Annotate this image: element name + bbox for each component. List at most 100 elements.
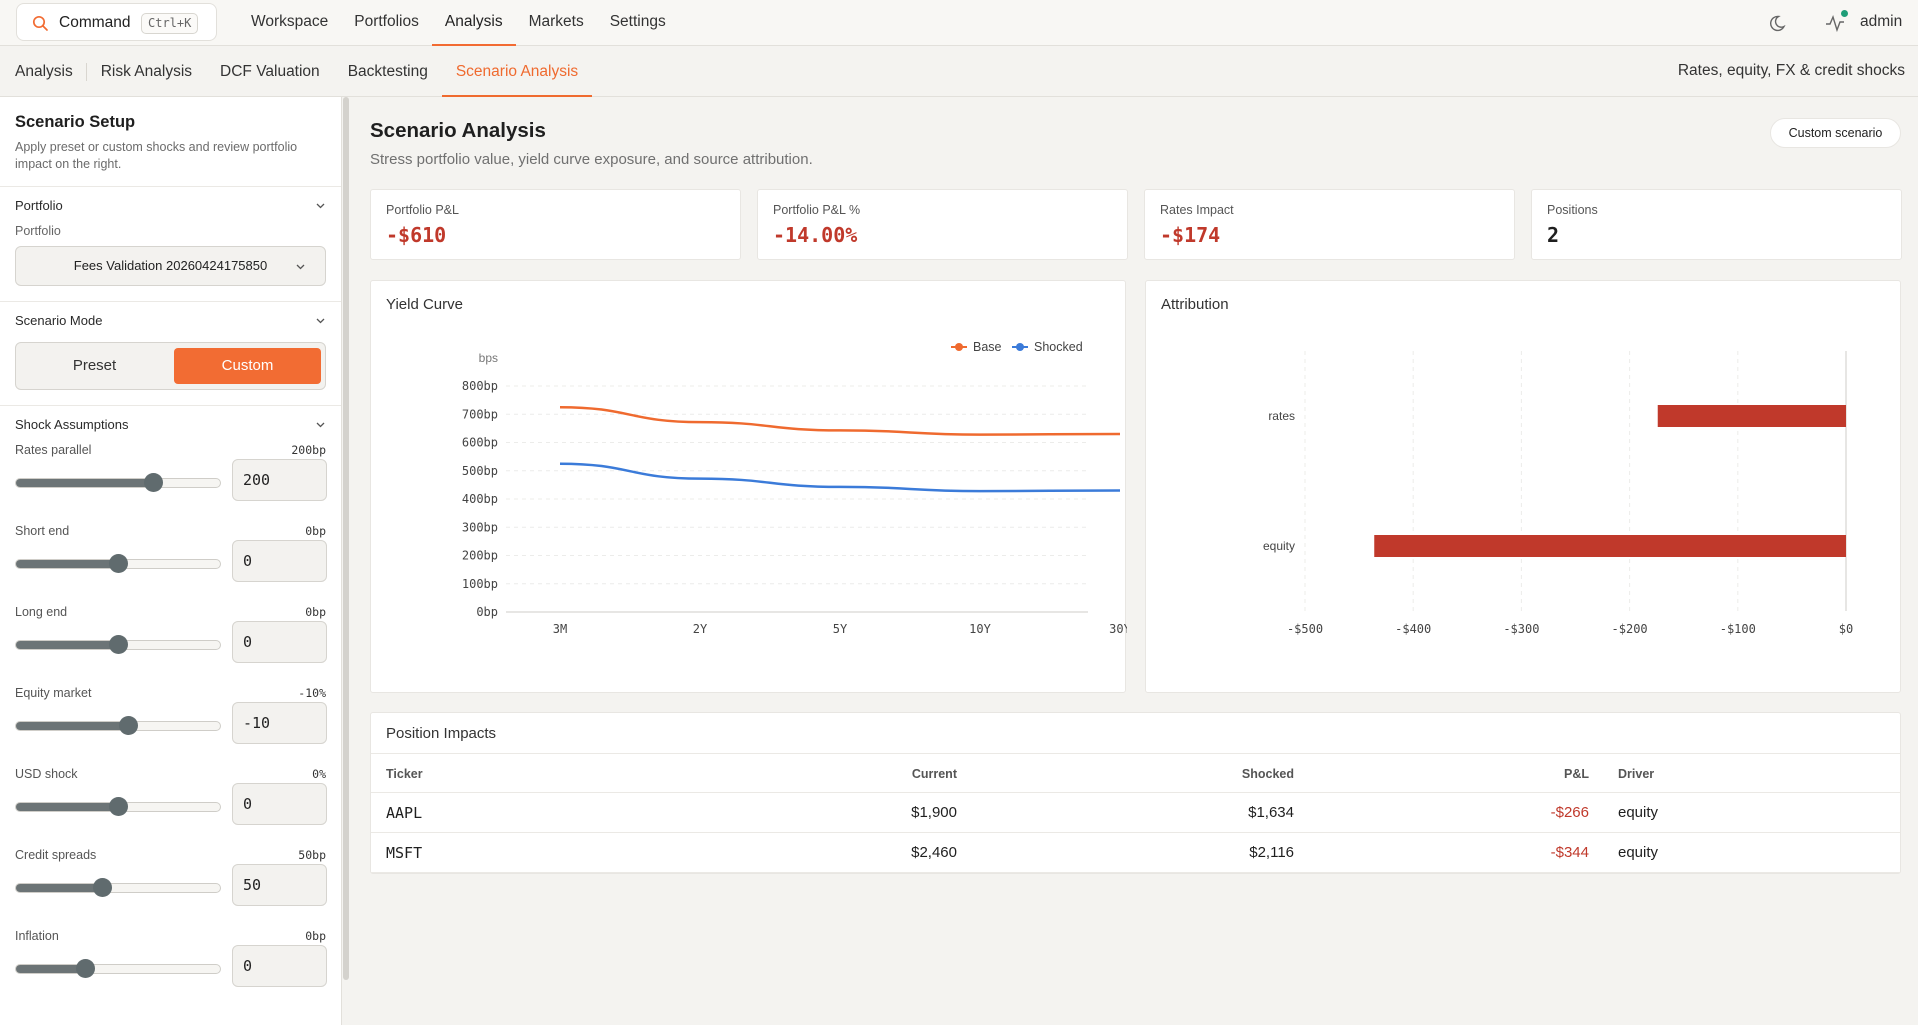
cell-current: $1,900 <box>911 804 957 821</box>
tab-backtesting[interactable]: Backtesting <box>347 63 428 80</box>
nav-analysis[interactable]: Analysis <box>431 0 516 46</box>
slider-handle[interactable] <box>119 716 139 735</box>
slider-fill <box>16 560 119 568</box>
shock-input[interactable]: 50 <box>232 864 327 906</box>
nav-settings[interactable]: Settings <box>609 13 666 30</box>
y-tick-label: 100bp <box>462 577 498 591</box>
x-tick-label: $0 <box>1839 622 1853 636</box>
shock-input[interactable]: 0 <box>232 783 327 825</box>
theme-toggle-moon-icon[interactable] <box>1769 12 1791 34</box>
slider-handle[interactable] <box>76 959 96 978</box>
tab-dcf-valuation[interactable]: DCF Valuation <box>220 63 320 80</box>
shock-value: 0bp <box>305 605 326 619</box>
mode-preset-button[interactable]: Preset <box>72 357 117 374</box>
yield-curve-title: Yield Curve <box>386 296 463 313</box>
category-label: equity <box>1263 539 1295 553</box>
shock-control: Rates parallel 200bp 200 <box>0 443 341 524</box>
column-header-driver[interactable]: Driver <box>1618 767 1655 781</box>
shock-slider[interactable] <box>15 478 221 488</box>
position-impacts-card: Position Impacts Ticker Current Shocked … <box>370 712 1901 874</box>
table-row[interactable]: AAPL $1,900 $1,634 -$266 equity <box>371 793 1900 833</box>
chevron-down-icon <box>316 203 325 209</box>
notification-dot <box>1841 10 1848 17</box>
shock-label: Long end <box>15 605 68 619</box>
x-tick-label: -$100 <box>1720 622 1756 636</box>
column-header-current[interactable]: Current <box>911 767 957 781</box>
shock-assumptions-section-header[interactable]: Shock Assumptions <box>0 406 341 443</box>
command-palette-button[interactable]: Command Ctrl+K <box>16 3 217 41</box>
activity-button[interactable] <box>1824 10 1848 34</box>
slider-fill <box>16 722 130 730</box>
shock-value: 0bp <box>305 524 326 538</box>
x-tick-label: -$300 <box>1503 622 1539 636</box>
sidebar-description: Apply preset or custom shocks and review… <box>15 140 298 171</box>
stat-value: -$610 <box>386 223 447 247</box>
slider-handle[interactable] <box>109 635 128 654</box>
section-label: Portfolio <box>15 198 63 213</box>
user-menu[interactable]: admin <box>1860 13 1903 30</box>
x-tick-label: 5Y <box>833 622 848 636</box>
cell-shocked: $1,634 <box>1248 804 1294 821</box>
slider-fill <box>16 641 119 649</box>
position-impacts-title: Position Impacts <box>386 725 497 742</box>
table-row[interactable]: MSFT $2,460 $2,116 -$344 equity <box>371 833 1900 873</box>
column-header-shocked[interactable]: Shocked <box>1241 767 1294 781</box>
slider-fill <box>16 479 155 487</box>
shock-label: USD shock <box>15 767 78 781</box>
slider-fill <box>16 884 103 892</box>
slider-handle[interactable] <box>109 554 128 573</box>
stat-value: -$174 <box>1160 223 1221 247</box>
tab-analysis[interactable]: Analysis <box>15 63 73 80</box>
shock-slider[interactable] <box>15 721 221 731</box>
column-header-pnl[interactable]: P&L <box>1564 767 1589 781</box>
search-icon <box>32 15 48 31</box>
slider-handle[interactable] <box>109 797 128 816</box>
nav-markets[interactable]: Markets <box>528 13 584 30</box>
portfolio-section-header[interactable]: Portfolio <box>0 187 341 224</box>
tab-risk-analysis[interactable]: Risk Analysis <box>100 63 193 80</box>
shock-input[interactable]: 0 <box>232 945 327 987</box>
slider-handle[interactable] <box>144 473 164 492</box>
shock-slider[interactable] <box>15 883 221 893</box>
chevron-down-icon <box>316 422 325 428</box>
shock-label: Short end <box>15 524 70 538</box>
y-tick-label: 800bp <box>462 379 498 393</box>
shock-value: -10% <box>298 686 326 700</box>
y-tick-label: 700bp <box>462 407 498 421</box>
nav-portfolios[interactable]: Portfolios <box>354 13 419 30</box>
shock-input[interactable]: 0 <box>232 621 327 663</box>
legend-label[interactable]: Base <box>973 340 1002 354</box>
scenario-mode-section-header[interactable]: Scenario Mode <box>0 302 341 339</box>
portfolio-select-value: Fees Validation 20260424175850 <box>73 258 268 273</box>
tab-scenario-analysis[interactable]: Scenario Analysis <box>441 46 593 97</box>
x-tick-label: 2Y <box>693 622 708 636</box>
y-tick-label: 200bp <box>462 549 498 563</box>
bar-equity[interactable] <box>1374 535 1846 557</box>
x-tick-label: -$400 <box>1395 622 1431 636</box>
attribution-chart: -$500 -$400 -$300 -$200 -$100 $0 rates equity <box>1263 351 1853 636</box>
stat-value: -14.00% <box>773 223 858 247</box>
shock-input[interactable]: 200 <box>232 459 327 501</box>
category-label: rates <box>1268 409 1295 423</box>
custom-scenario-button[interactable]: Custom scenario <box>1770 118 1901 148</box>
cell-shocked: $2,116 <box>1249 844 1294 861</box>
column-header-ticker[interactable]: Ticker <box>386 767 423 781</box>
sidebar-scrollbar[interactable] <box>343 97 349 980</box>
shock-assumptions-section: Shock Assumptions Rates parallel 200bp 200… <box>0 406 341 1010</box>
stat-label: Rates Impact <box>1160 203 1234 217</box>
page-subtitle: Stress portfolio value, yield curve expo… <box>370 151 813 168</box>
subnav-caption: Rates, equity, FX & credit shocks <box>1677 62 1905 79</box>
nav-workspace[interactable]: Workspace <box>251 13 329 30</box>
portfolio-select[interactable]: Fees Validation 20260424175850 <box>15 246 326 286</box>
mode-custom-button[interactable]: Custom <box>174 348 321 384</box>
slider-handle[interactable] <box>92 878 112 897</box>
shock-input[interactable]: -10 <box>232 702 327 744</box>
legend-label[interactable]: Shocked <box>1034 340 1083 354</box>
activity-icon <box>1826 14 1844 33</box>
shock-slider[interactable] <box>15 964 221 974</box>
x-tick-label: 3M <box>553 622 567 636</box>
command-shortcut: Ctrl+K <box>141 13 199 34</box>
bar-rates[interactable] <box>1657 405 1846 427</box>
shock-input[interactable]: 0 <box>232 540 327 582</box>
shock-control: Inflation 0bp 0 <box>0 929 341 1010</box>
